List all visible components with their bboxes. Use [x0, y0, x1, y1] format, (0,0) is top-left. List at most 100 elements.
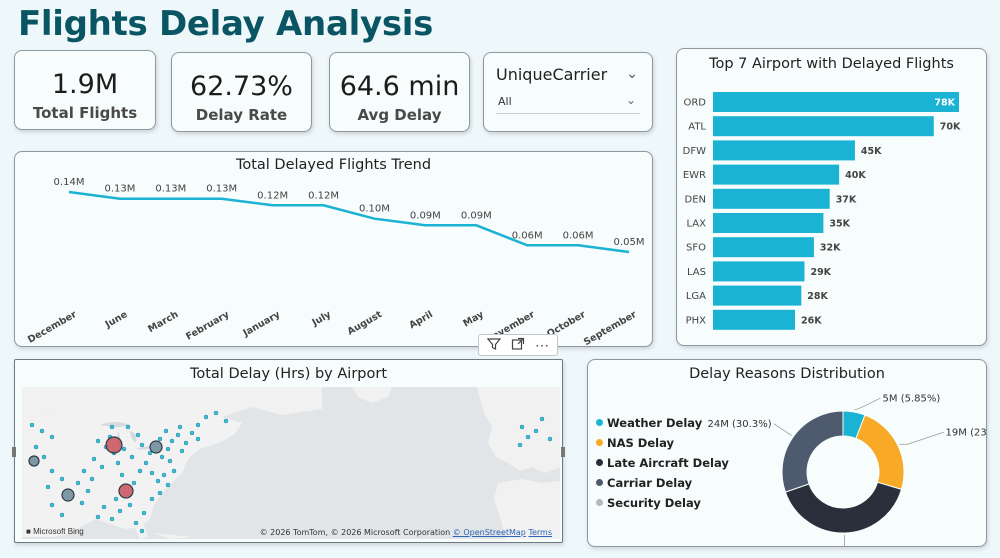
- airport-bubble[interactable]: [213, 410, 219, 416]
- airport-bubble[interactable]: [195, 422, 201, 428]
- airport-bubble[interactable]: [118, 483, 134, 499]
- airport-bubble[interactable]: [169, 438, 175, 444]
- bar[interactable]: [713, 188, 830, 209]
- donut-slice[interactable]: [781, 410, 844, 493]
- airport-bubble[interactable]: [159, 454, 165, 460]
- airport-bubble[interactable]: [147, 450, 153, 456]
- airport-bubble[interactable]: [95, 438, 101, 444]
- bar[interactable]: [713, 261, 805, 282]
- airport-bubble[interactable]: [179, 448, 185, 454]
- airport-bubble[interactable]: [113, 496, 119, 502]
- top-airports-chart[interactable]: Top 7 Airport with Delayed Flights ORD 78…: [676, 48, 987, 346]
- airport-bubble[interactable]: [157, 490, 163, 496]
- airport-bubble[interactable]: [195, 436, 201, 442]
- carrier-slicer[interactable]: UniqueCarrier ⌄ All ⌄: [483, 52, 653, 132]
- legend-item[interactable]: Weather Delay: [596, 416, 702, 430]
- chevron-down-icon[interactable]: ⌄: [625, 93, 636, 107]
- airport-bubble[interactable]: [177, 424, 183, 430]
- slicer-dropdown[interactable]: All ⌄: [496, 93, 640, 114]
- airport-bubble[interactable]: [135, 432, 141, 438]
- filter-icon[interactable]: [485, 337, 503, 354]
- airport-bubble[interactable]: [61, 488, 75, 502]
- airport-bubble[interactable]: [137, 468, 143, 474]
- bar[interactable]: [713, 213, 824, 233]
- airport-bubble[interactable]: [89, 476, 95, 482]
- legend-item[interactable]: Carriar Delay: [596, 476, 692, 490]
- airport-bubble[interactable]: [165, 482, 171, 488]
- airport-bubble[interactable]: [49, 502, 55, 508]
- airport-bubble[interactable]: [171, 468, 177, 474]
- airport-bubble[interactable]: [161, 472, 167, 478]
- focus-mode-icon[interactable]: [509, 337, 527, 354]
- airport-bubble[interactable]: [149, 470, 155, 476]
- airport-bubble[interactable]: [105, 436, 123, 454]
- airport-bubble[interactable]: [519, 424, 525, 430]
- airport-bubble[interactable]: [127, 502, 133, 508]
- airport-bubble[interactable]: [121, 446, 127, 452]
- airport-bubble[interactable]: [183, 440, 189, 446]
- airport-bubble[interactable]: [149, 440, 163, 454]
- airport-bubble[interactable]: [59, 512, 65, 518]
- airport-bubble[interactable]: [175, 432, 181, 438]
- airport-bubble[interactable]: [163, 428, 169, 434]
- airport-bubble[interactable]: [33, 444, 39, 450]
- airport-bubble[interactable]: [143, 460, 149, 466]
- legend-item[interactable]: Security Delay: [596, 496, 701, 510]
- airport-bubble[interactable]: [189, 430, 195, 436]
- bar[interactable]: [713, 92, 959, 112]
- airport-bubble[interactable]: [139, 442, 145, 448]
- delay-trend-chart[interactable]: Total Delayed Flights Trend 0.14M Decembe…: [14, 151, 653, 347]
- trend-line[interactable]: [68, 190, 630, 254]
- legend-item[interactable]: Late Aircraft Delay: [596, 456, 729, 470]
- airport-bubble[interactable]: [223, 418, 229, 424]
- airport-bubble[interactable]: [203, 414, 209, 420]
- airport-bubble[interactable]: [133, 520, 139, 526]
- delay-by-airport-map[interactable]: Total Delay (Hrs) by Airport ■ Microsoft…: [12, 359, 565, 543]
- airport-bubble[interactable]: [41, 454, 47, 460]
- airport-bubble[interactable]: [165, 446, 171, 452]
- terms-link[interactable]: Terms: [528, 528, 552, 537]
- airport-bubble[interactable]: [101, 504, 107, 510]
- airport-bubble[interactable]: [85, 488, 91, 494]
- airport-bubble[interactable]: [49, 434, 55, 440]
- airport-bubble[interactable]: [547, 436, 553, 442]
- bar[interactable]: [713, 309, 795, 330]
- airport-bubble[interactable]: [91, 456, 97, 462]
- airport-bubble[interactable]: [75, 480, 81, 486]
- airport-bubble[interactable]: [117, 508, 123, 514]
- airport-bubble[interactable]: [109, 424, 115, 430]
- airport-bubble[interactable]: [79, 500, 85, 506]
- airport-bubble[interactable]: [81, 468, 87, 474]
- airport-bubble[interactable]: [119, 472, 125, 478]
- bar[interactable]: [713, 116, 934, 137]
- bar[interactable]: [713, 237, 814, 258]
- airport-bubble[interactable]: [139, 528, 145, 534]
- airport-bubble[interactable]: [95, 514, 101, 520]
- airport-bubble[interactable]: [109, 516, 115, 522]
- airport-bubble[interactable]: [167, 458, 173, 464]
- airport-bubble[interactable]: [157, 436, 163, 442]
- bar[interactable]: [713, 140, 855, 161]
- airport-bubble[interactable]: [533, 428, 539, 434]
- airport-bubble[interactable]: [517, 442, 523, 448]
- airport-bubble[interactable]: [129, 454, 135, 460]
- airport-bubble[interactable]: [49, 468, 55, 474]
- more-options-icon[interactable]: ⋯: [535, 336, 549, 353]
- bar[interactable]: [713, 164, 840, 185]
- airport-bubble[interactable]: [149, 496, 155, 502]
- airport-bubble[interactable]: [525, 434, 531, 440]
- donut-slice[interactable]: [784, 481, 903, 534]
- airport-bubble[interactable]: [131, 480, 137, 486]
- bar[interactable]: [713, 285, 802, 306]
- legend-item[interactable]: NAS Delay: [596, 436, 674, 450]
- airport-bubble[interactable]: [155, 478, 161, 484]
- donut-slice[interactable]: [855, 414, 905, 491]
- airport-bubble[interactable]: [39, 428, 45, 434]
- airport-bubble[interactable]: [115, 460, 121, 466]
- osm-link[interactable]: © OpenStreetMap: [452, 528, 526, 537]
- resize-handle[interactable]: [12, 447, 16, 457]
- airport-bubble[interactable]: [539, 416, 545, 422]
- airport-bubble[interactable]: [59, 476, 65, 482]
- airport-bubble[interactable]: [29, 422, 35, 428]
- airport-bubble[interactable]: [141, 510, 147, 516]
